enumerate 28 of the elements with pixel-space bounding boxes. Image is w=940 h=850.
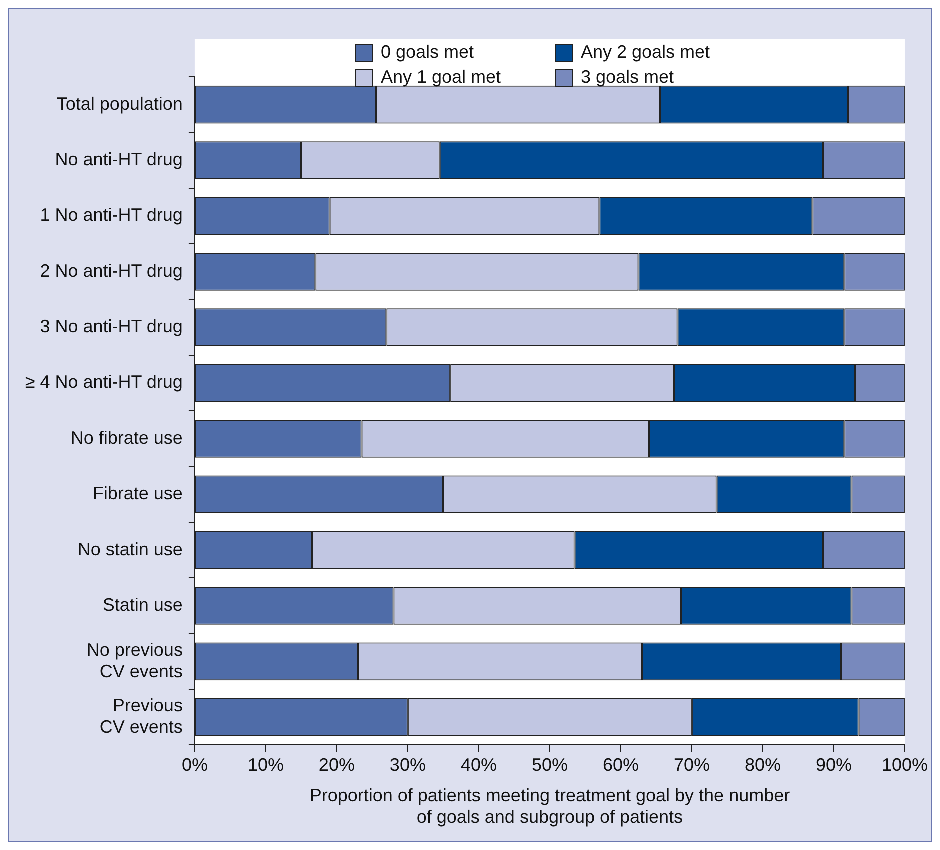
x-tick-label: 40% — [460, 754, 497, 775]
x-tick-label: 0% — [182, 754, 208, 775]
y-tick-label: 3 No anti-HT drug — [40, 316, 183, 337]
y-tick-label: Previous CV events — [100, 696, 183, 738]
y-tick-label: No previous CV events — [86, 640, 183, 682]
y-tick-label: Statin use — [102, 594, 183, 615]
x-tick-label: 60% — [602, 754, 639, 775]
legend-label: 3 goals met — [580, 67, 674, 88]
y-tick-label: No fibrate use — [70, 428, 183, 448]
x-tick-label: 90% — [816, 754, 852, 775]
x-axis-title: Proportion of patients meeting treatment goal by the number of goals and subgroup of patients — [310, 786, 790, 828]
legend-label: 0 goals met — [380, 42, 474, 63]
legend-label: Any 1 goal met — [380, 67, 502, 88]
y-tick-label: ≥ 4 No anti-HT drug — [25, 372, 183, 392]
x-tick-label: 10% — [248, 754, 284, 775]
y-tick-label: No anti-HT drug — [55, 149, 183, 170]
x-tick-label: 20% — [318, 754, 355, 775]
y-tick-label: 1 No anti-HT drug — [40, 205, 183, 226]
x-tick-label: 30% — [390, 754, 426, 775]
x-tick-label: 70% — [674, 754, 710, 775]
x-tick-label: 50% — [532, 754, 568, 775]
y-tick-label: Total population — [56, 94, 183, 114]
y-tick-label: No statin use — [78, 539, 183, 560]
legend-label: Any 2 goals met — [580, 42, 710, 63]
x-tick-label: 100% — [882, 754, 928, 775]
x-tick-label: 80% — [744, 754, 781, 775]
y-tick-label: Fibrate use — [92, 484, 183, 504]
y-tick-label: 2 No anti-HT drug — [40, 260, 183, 281]
